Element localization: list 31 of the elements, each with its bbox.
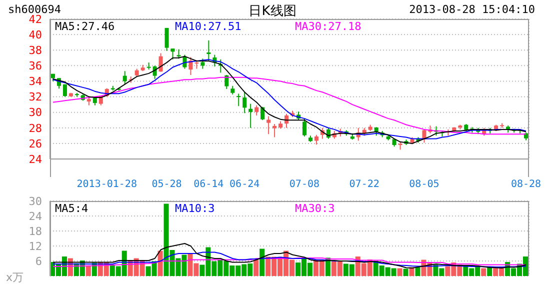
y-tick-label: 36 [28, 60, 42, 73]
y-tick-label: 6 [35, 254, 42, 268]
text: MA30:3 [295, 202, 336, 215]
text: MA5:27.46 [55, 20, 116, 33]
text: MA10:3 [175, 202, 216, 215]
y-tick-label: 30 [28, 194, 42, 208]
x-tick-label: 08-28 [510, 179, 542, 191]
y-axis-title: x万 [6, 270, 24, 285]
y-tick-label: 30 [28, 106, 42, 120]
y-tick-label: 24 [28, 152, 42, 166]
text: MA10:27.51 [175, 20, 242, 33]
y-tick-label: 32 [28, 90, 42, 104]
y-tick-label: 38 [28, 44, 42, 58]
y-tick-label: 40 [28, 28, 42, 42]
x-tick-label: 06-14 [192, 179, 225, 191]
x-tick-label: 08-05 [408, 179, 440, 191]
x-tick-label: 2013-01-28 [76, 179, 137, 191]
text: MA30:27.18 [295, 20, 362, 33]
y-tick-label: 24 [28, 210, 42, 223]
x-tick-label: 07-22 [348, 179, 380, 191]
x-tick-label: 06-24 [228, 179, 261, 191]
x-tick-label: 05-28 [150, 179, 183, 191]
y-tick-label: 18 [28, 224, 42, 238]
text: MA5:4 [55, 202, 90, 215]
x-tick-label: 07-08 [288, 179, 321, 191]
chart-title: 日K线图 [248, 4, 296, 19]
text: 2013-08-28 15:04:10 [409, 3, 535, 16]
y-tick-label: 26 [28, 137, 42, 150]
y-tick-label: 34 [28, 75, 42, 88]
y-tick-label: 12 [28, 240, 42, 253]
y-tick-label: 28 [28, 122, 42, 135]
